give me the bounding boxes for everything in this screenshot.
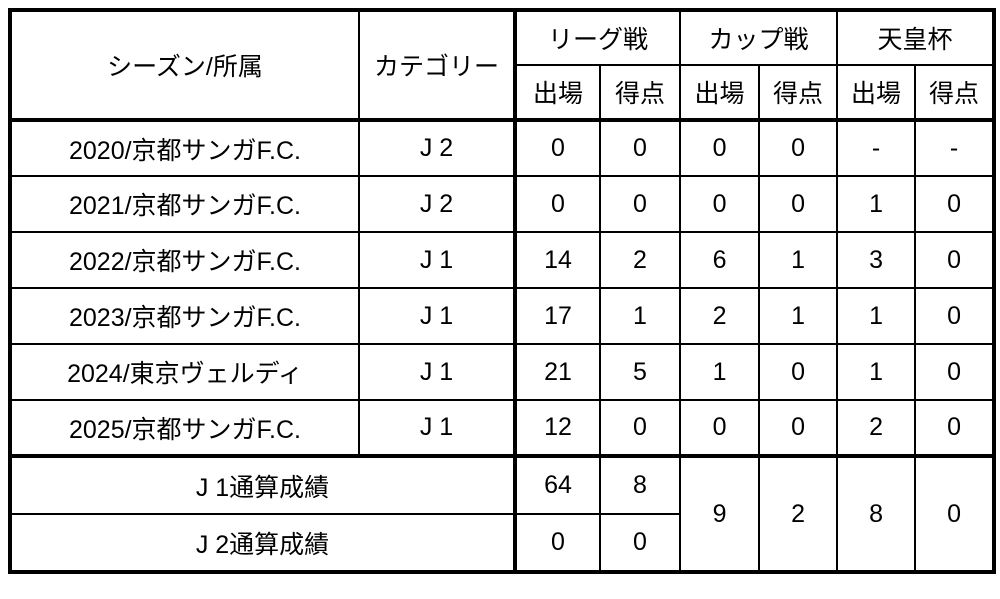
cup-apps-cell: 0	[679, 119, 761, 177]
header-group-league: リーグ戦	[512, 9, 682, 66]
header-cup-apps: 出場	[679, 64, 761, 122]
totals-j1-league-apps: 64	[513, 454, 601, 515]
season-row-2022: 2022/京都サンガF.C. J 1 14 2 6 1 3 0	[9, 231, 996, 289]
emperor-goals-cell: 0	[914, 343, 996, 401]
cup-goals-cell: 0	[758, 399, 839, 457]
league-apps-cell: 14	[513, 231, 601, 289]
emperor-apps-cell: 2	[836, 399, 917, 457]
emperor-goals-cell: -	[914, 119, 996, 177]
league-apps-cell: 12	[513, 399, 601, 457]
cup-apps-cell: 0	[679, 399, 761, 457]
season-cell: 2025/京都サンガF.C.	[9, 399, 360, 457]
season-row-2023: 2023/京都サンガF.C. J 1 17 1 2 1 1 0	[9, 287, 996, 345]
season-row-2021: 2021/京都サンガF.C. J 2 0 0 0 0 1 0	[9, 175, 996, 233]
header-group-emperors-cup: 天皇杯	[836, 9, 996, 66]
totals-row-j1: J 1通算成績 64 8 9 2 8 0	[9, 454, 996, 573]
header-emperor-apps: 出場	[836, 64, 917, 122]
season-cell: 2021/京都サンガF.C.	[9, 175, 360, 233]
league-apps-cell: 17	[513, 287, 601, 345]
cup-apps-cell: 1	[679, 343, 761, 401]
table-header: シーズン/所属 カテゴリー リーグ戦 カップ戦 天皇杯 出場 得点 出場 得点 …	[9, 9, 996, 122]
cup-goals-cell: 0	[758, 119, 839, 177]
header-league-apps: 出場	[513, 64, 601, 122]
season-row-2024: 2024/東京ヴェルディ J 1 21 5 1 0 1 0	[9, 343, 996, 401]
emperor-apps-cell: 1	[836, 343, 917, 401]
category-cell: J 1	[358, 231, 516, 289]
league-goals-cell: 5	[598, 343, 682, 401]
season-cell: 2022/京都サンガF.C.	[9, 231, 360, 289]
cup-apps-cell: 2	[679, 287, 761, 345]
player-stats-table: シーズン/所属 カテゴリー リーグ戦 カップ戦 天皇杯 出場 得点 出場 得点 …	[8, 8, 997, 574]
totals-j2-league-apps: 0	[513, 513, 601, 573]
header-row-sub: 出場 得点 出場 得点 出場 得点	[10, 64, 996, 122]
emperor-apps-cell: 3	[836, 231, 917, 289]
season-cell: 2023/京都サンガF.C.	[9, 287, 360, 345]
header-emperor-goals: 得点	[914, 64, 996, 122]
header-category: カテゴリー	[358, 9, 516, 122]
category-cell: J 1	[358, 399, 516, 457]
category-cell: J 2	[358, 175, 516, 233]
header-season-club: シーズン/所属	[9, 9, 360, 122]
totals-label-j1: J 1通算成績	[9, 454, 516, 515]
cup-apps-cell: 6	[679, 231, 761, 289]
league-apps-cell: 21	[513, 343, 601, 401]
totals-cup-apps: 9	[679, 454, 761, 573]
cup-goals-cell: 0	[758, 343, 839, 401]
category-cell: J 1	[358, 287, 516, 345]
league-goals-cell: 2	[598, 231, 682, 289]
league-goals-cell: 0	[598, 399, 682, 457]
category-cell: J 1	[358, 343, 516, 401]
totals-emperor-apps: 8	[836, 454, 917, 573]
cup-goals-cell: 1	[758, 287, 839, 345]
cup-apps-cell: 0	[679, 175, 761, 233]
totals-j1-league-goals: 8	[598, 454, 682, 515]
league-goals-cell: 0	[598, 175, 682, 233]
totals-cup-goals: 2	[758, 454, 839, 573]
season-row-2025: 2025/京都サンガF.C. J 1 12 0 0 0 2 0	[9, 399, 996, 457]
table-body: 2020/京都サンガF.C. J 2 0 0 0 0 - - 2021/京都サン…	[9, 119, 996, 457]
season-cell: 2020/京都サンガF.C.	[9, 119, 360, 177]
season-cell: 2024/東京ヴェルディ	[9, 343, 360, 401]
header-league-goals: 得点	[598, 64, 682, 122]
table-totals: J 1通算成績 64 8 9 2 8 0 J 2通算成績 0 0	[9, 454, 996, 573]
header-group-cup: カップ戦	[679, 9, 839, 66]
header-row-groups: シーズン/所属 カテゴリー リーグ戦 カップ戦 天皇杯	[9, 9, 996, 122]
totals-row-j2: J 2通算成績 0 0	[9, 513, 994, 573]
category-cell: J 2	[358, 119, 516, 177]
cup-goals-cell: 0	[758, 175, 839, 233]
season-row-2020: 2020/京都サンガF.C. J 2 0 0 0 0 - -	[9, 119, 996, 177]
emperor-goals-cell: 0	[914, 175, 996, 233]
emperor-goals-cell: 0	[914, 287, 996, 345]
emperor-goals-cell: 0	[914, 231, 996, 289]
league-apps-cell: 0	[513, 175, 601, 233]
league-goals-cell: 0	[598, 119, 682, 177]
league-goals-cell: 1	[598, 287, 682, 345]
emperor-apps-cell: 1	[836, 287, 917, 345]
league-apps-cell: 0	[513, 119, 601, 177]
totals-emperor-goals: 0	[914, 454, 996, 573]
totals-j2-league-goals: 0	[598, 513, 682, 573]
totals-label-j2: J 2通算成績	[9, 513, 516, 573]
cup-goals-cell: 1	[758, 231, 839, 289]
emperor-apps-cell: -	[836, 119, 917, 177]
emperor-goals-cell: 0	[914, 399, 996, 457]
header-cup-goals: 得点	[758, 64, 839, 122]
emperor-apps-cell: 1	[836, 175, 917, 233]
